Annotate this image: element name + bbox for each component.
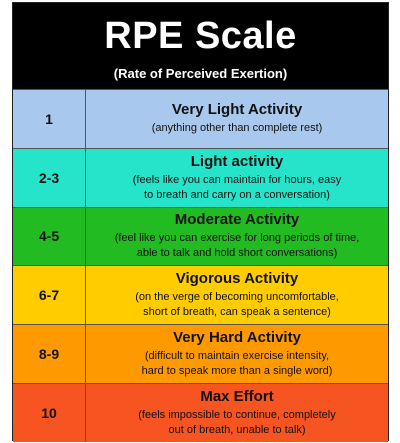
scale-row: 1 Very Light Activity (anything other th…: [13, 89, 388, 148]
activity-detail: (feels impossible to continue, completel…: [138, 408, 336, 436]
activity-detail: (difficult to maintain exercise intensit…: [141, 350, 333, 378]
scale-row: 8-9 Very Hard Activity (difficult to mai…: [13, 324, 388, 383]
activity-detail: (feels like you can maintain for hours, …: [132, 173, 342, 201]
row-description: Vigorous Activity (on the verge of becom…: [86, 266, 388, 324]
activity-label: Light activity: [190, 152, 284, 170]
rpe-level: 8-9: [13, 325, 86, 383]
activity-label: Very Hard Activity: [173, 329, 301, 347]
activity-detail: (feel like you can exercise for long per…: [114, 232, 360, 260]
rpe-level: 4-5: [13, 207, 86, 266]
row-description: Moderate Activity (feel like you can exe…: [86, 208, 388, 266]
activity-label: Moderate Activity: [174, 211, 300, 229]
activity-label: Very Light Activity: [171, 101, 303, 119]
rpe-level: 1: [13, 90, 86, 148]
scale-row: 4-5 Moderate Activity (feel like you can…: [13, 206, 388, 266]
activity-detail: (anything other than complete rest): [151, 122, 323, 135]
scale-row: 10 Max Effort (feels impossible to conti…: [13, 382, 388, 442]
activity-detail: (on the verge of becoming uncomfortable,…: [135, 291, 339, 319]
activity-label: Max Effort: [200, 387, 274, 405]
rpe-level: 10: [13, 383, 86, 442]
header-banner: RPE Scale (Rate of Perceived Exertion): [13, 3, 388, 89]
scale-row: 6-7 Vigorous Activity (on the verge of b…: [13, 265, 388, 325]
row-description: Very Light Activity (anything other than…: [86, 90, 388, 148]
rpe-level: 2-3: [13, 148, 86, 207]
page-subtitle: (Rate of Perceived Exertion): [113, 66, 288, 81]
page-title: RPE Scale: [104, 15, 297, 57]
activity-label: Vigorous Activity: [175, 270, 299, 288]
rpe-scale-table: RPE Scale (Rate of Perceived Exertion) 1…: [12, 2, 389, 442]
rpe-level: 6-7: [13, 266, 86, 325]
row-description: Light activity (feels like you can maint…: [86, 149, 388, 207]
row-description: Very Hard Activity (difficult to maintai…: [86, 325, 388, 383]
scale-row: 2-3 Light activity (feels like you can m…: [13, 147, 388, 207]
row-description: Max Effort (feels impossible to continue…: [86, 384, 388, 442]
